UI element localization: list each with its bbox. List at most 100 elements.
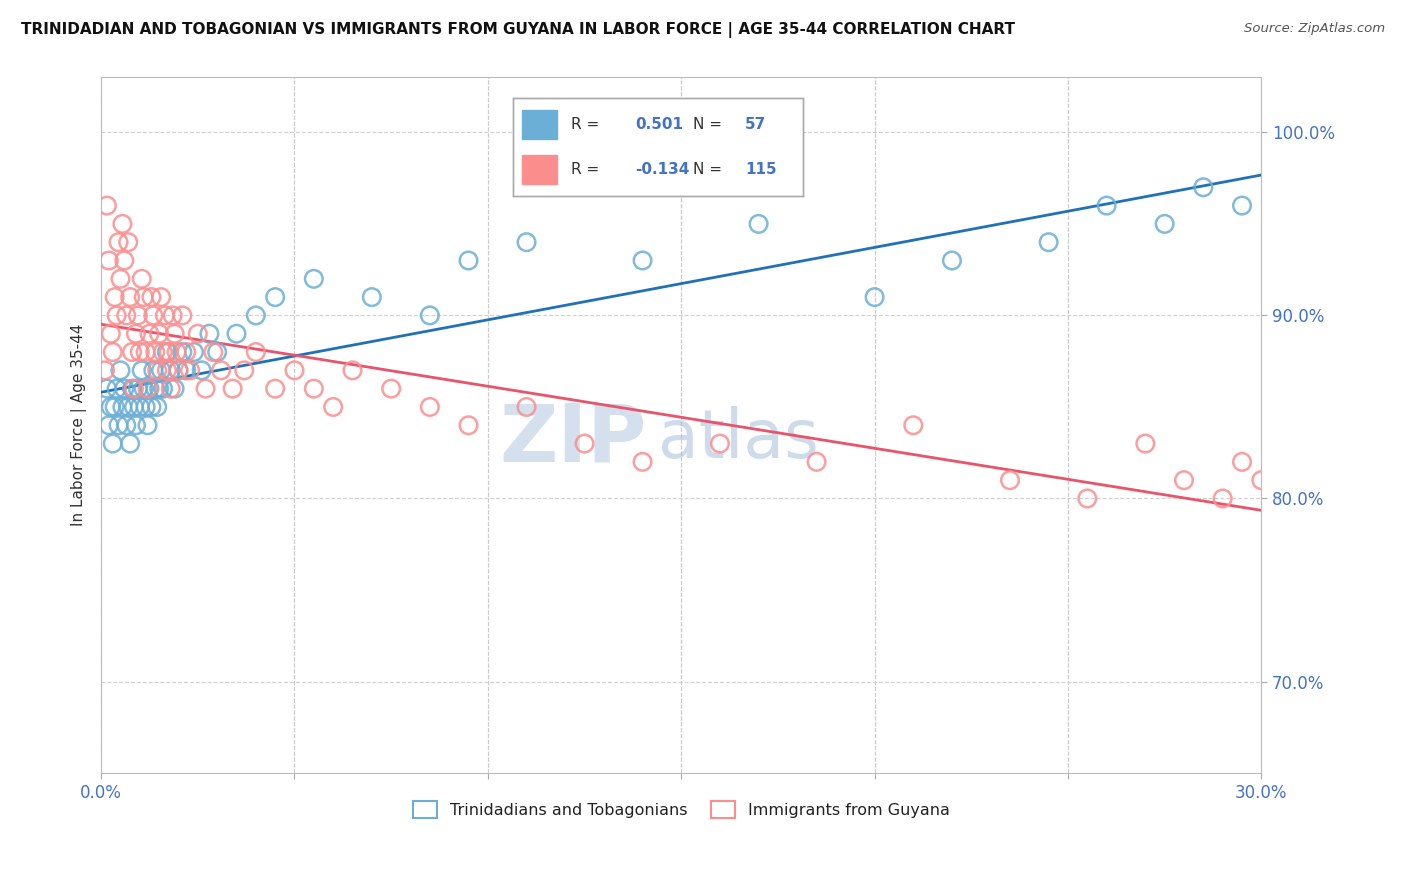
Point (1153, 217, 1175, 231)
Point (157, 345, 180, 359)
Point (142, 363, 165, 377)
Point (806, 455, 828, 469)
Text: Source: ZipAtlas.com: Source: ZipAtlas.com (1244, 22, 1385, 36)
Point (120, 290, 142, 304)
Point (132, 290, 155, 304)
Point (631, 455, 654, 469)
Point (174, 363, 197, 377)
Point (125, 326, 148, 341)
Point (163, 382, 186, 396)
Point (150, 290, 173, 304)
Point (179, 363, 201, 377)
Point (709, 436, 731, 450)
Point (152, 345, 174, 359)
Point (167, 363, 190, 377)
Point (360, 290, 382, 304)
Point (233, 363, 256, 377)
Point (159, 382, 181, 396)
Point (205, 345, 228, 359)
Point (245, 345, 267, 359)
Point (322, 400, 344, 414)
Point (631, 253, 654, 268)
Point (183, 345, 205, 359)
Text: ZIP: ZIP (499, 401, 647, 478)
Point (132, 382, 155, 396)
Point (146, 400, 169, 414)
Point (138, 382, 160, 396)
Point (148, 326, 170, 341)
Point (127, 309, 149, 323)
Point (138, 326, 160, 341)
Point (264, 382, 287, 396)
Point (94, 363, 117, 377)
Point (194, 382, 217, 396)
Point (136, 382, 159, 396)
Point (245, 309, 267, 323)
Point (209, 363, 232, 377)
Point (143, 345, 166, 359)
Point (96, 198, 118, 212)
Point (172, 345, 194, 359)
Point (150, 363, 173, 377)
Point (121, 345, 143, 359)
Text: TRINIDADIAN AND TOBAGONIAN VS IMMIGRANTS FROM GUYANA IN LABOR FORCE | AGE 35-44 : TRINIDADIAN AND TOBAGONIAN VS IMMIGRANTS… (21, 22, 1015, 38)
Point (1135, 436, 1157, 450)
Point (101, 345, 124, 359)
Point (574, 436, 596, 450)
Point (167, 363, 190, 377)
Point (153, 309, 176, 323)
Point (128, 345, 150, 359)
Point (863, 290, 886, 304)
Point (97, 253, 120, 268)
Point (127, 382, 149, 396)
Legend: Trinidadians and Tobagonians, Immigrants from Guyana: Trinidadians and Tobagonians, Immigrants… (406, 795, 956, 824)
Point (202, 345, 225, 359)
Point (128, 400, 150, 414)
Point (111, 400, 134, 414)
Point (342, 363, 364, 377)
Point (515, 400, 537, 414)
Point (115, 309, 138, 323)
Point (1076, 491, 1098, 506)
Point (142, 309, 165, 323)
Point (998, 473, 1021, 487)
Point (515, 235, 537, 250)
Point (941, 253, 963, 268)
Point (141, 400, 163, 414)
Point (419, 309, 441, 323)
Point (156, 345, 179, 359)
Point (172, 309, 194, 323)
Point (174, 345, 197, 359)
Point (120, 436, 142, 450)
Point (198, 326, 221, 341)
Point (135, 345, 157, 359)
Point (117, 400, 139, 414)
Point (903, 418, 925, 433)
Point (457, 253, 479, 268)
Point (146, 363, 169, 377)
Point (457, 418, 479, 433)
Point (1212, 491, 1234, 506)
Point (105, 309, 128, 323)
Point (1173, 473, 1195, 487)
Point (110, 363, 132, 377)
Point (121, 382, 143, 396)
Point (302, 382, 325, 396)
Point (135, 400, 157, 414)
Point (107, 235, 129, 250)
Point (221, 382, 243, 396)
Point (97, 418, 120, 433)
Point (1230, 198, 1253, 212)
Point (156, 363, 179, 377)
Point (131, 272, 153, 286)
Point (225, 326, 247, 341)
Point (748, 217, 770, 231)
Point (117, 235, 139, 250)
Point (1192, 180, 1215, 194)
Point (143, 382, 166, 396)
Point (148, 382, 170, 396)
Point (1038, 235, 1060, 250)
Point (100, 400, 122, 414)
Text: atlas: atlas (658, 406, 818, 472)
Point (100, 326, 122, 341)
